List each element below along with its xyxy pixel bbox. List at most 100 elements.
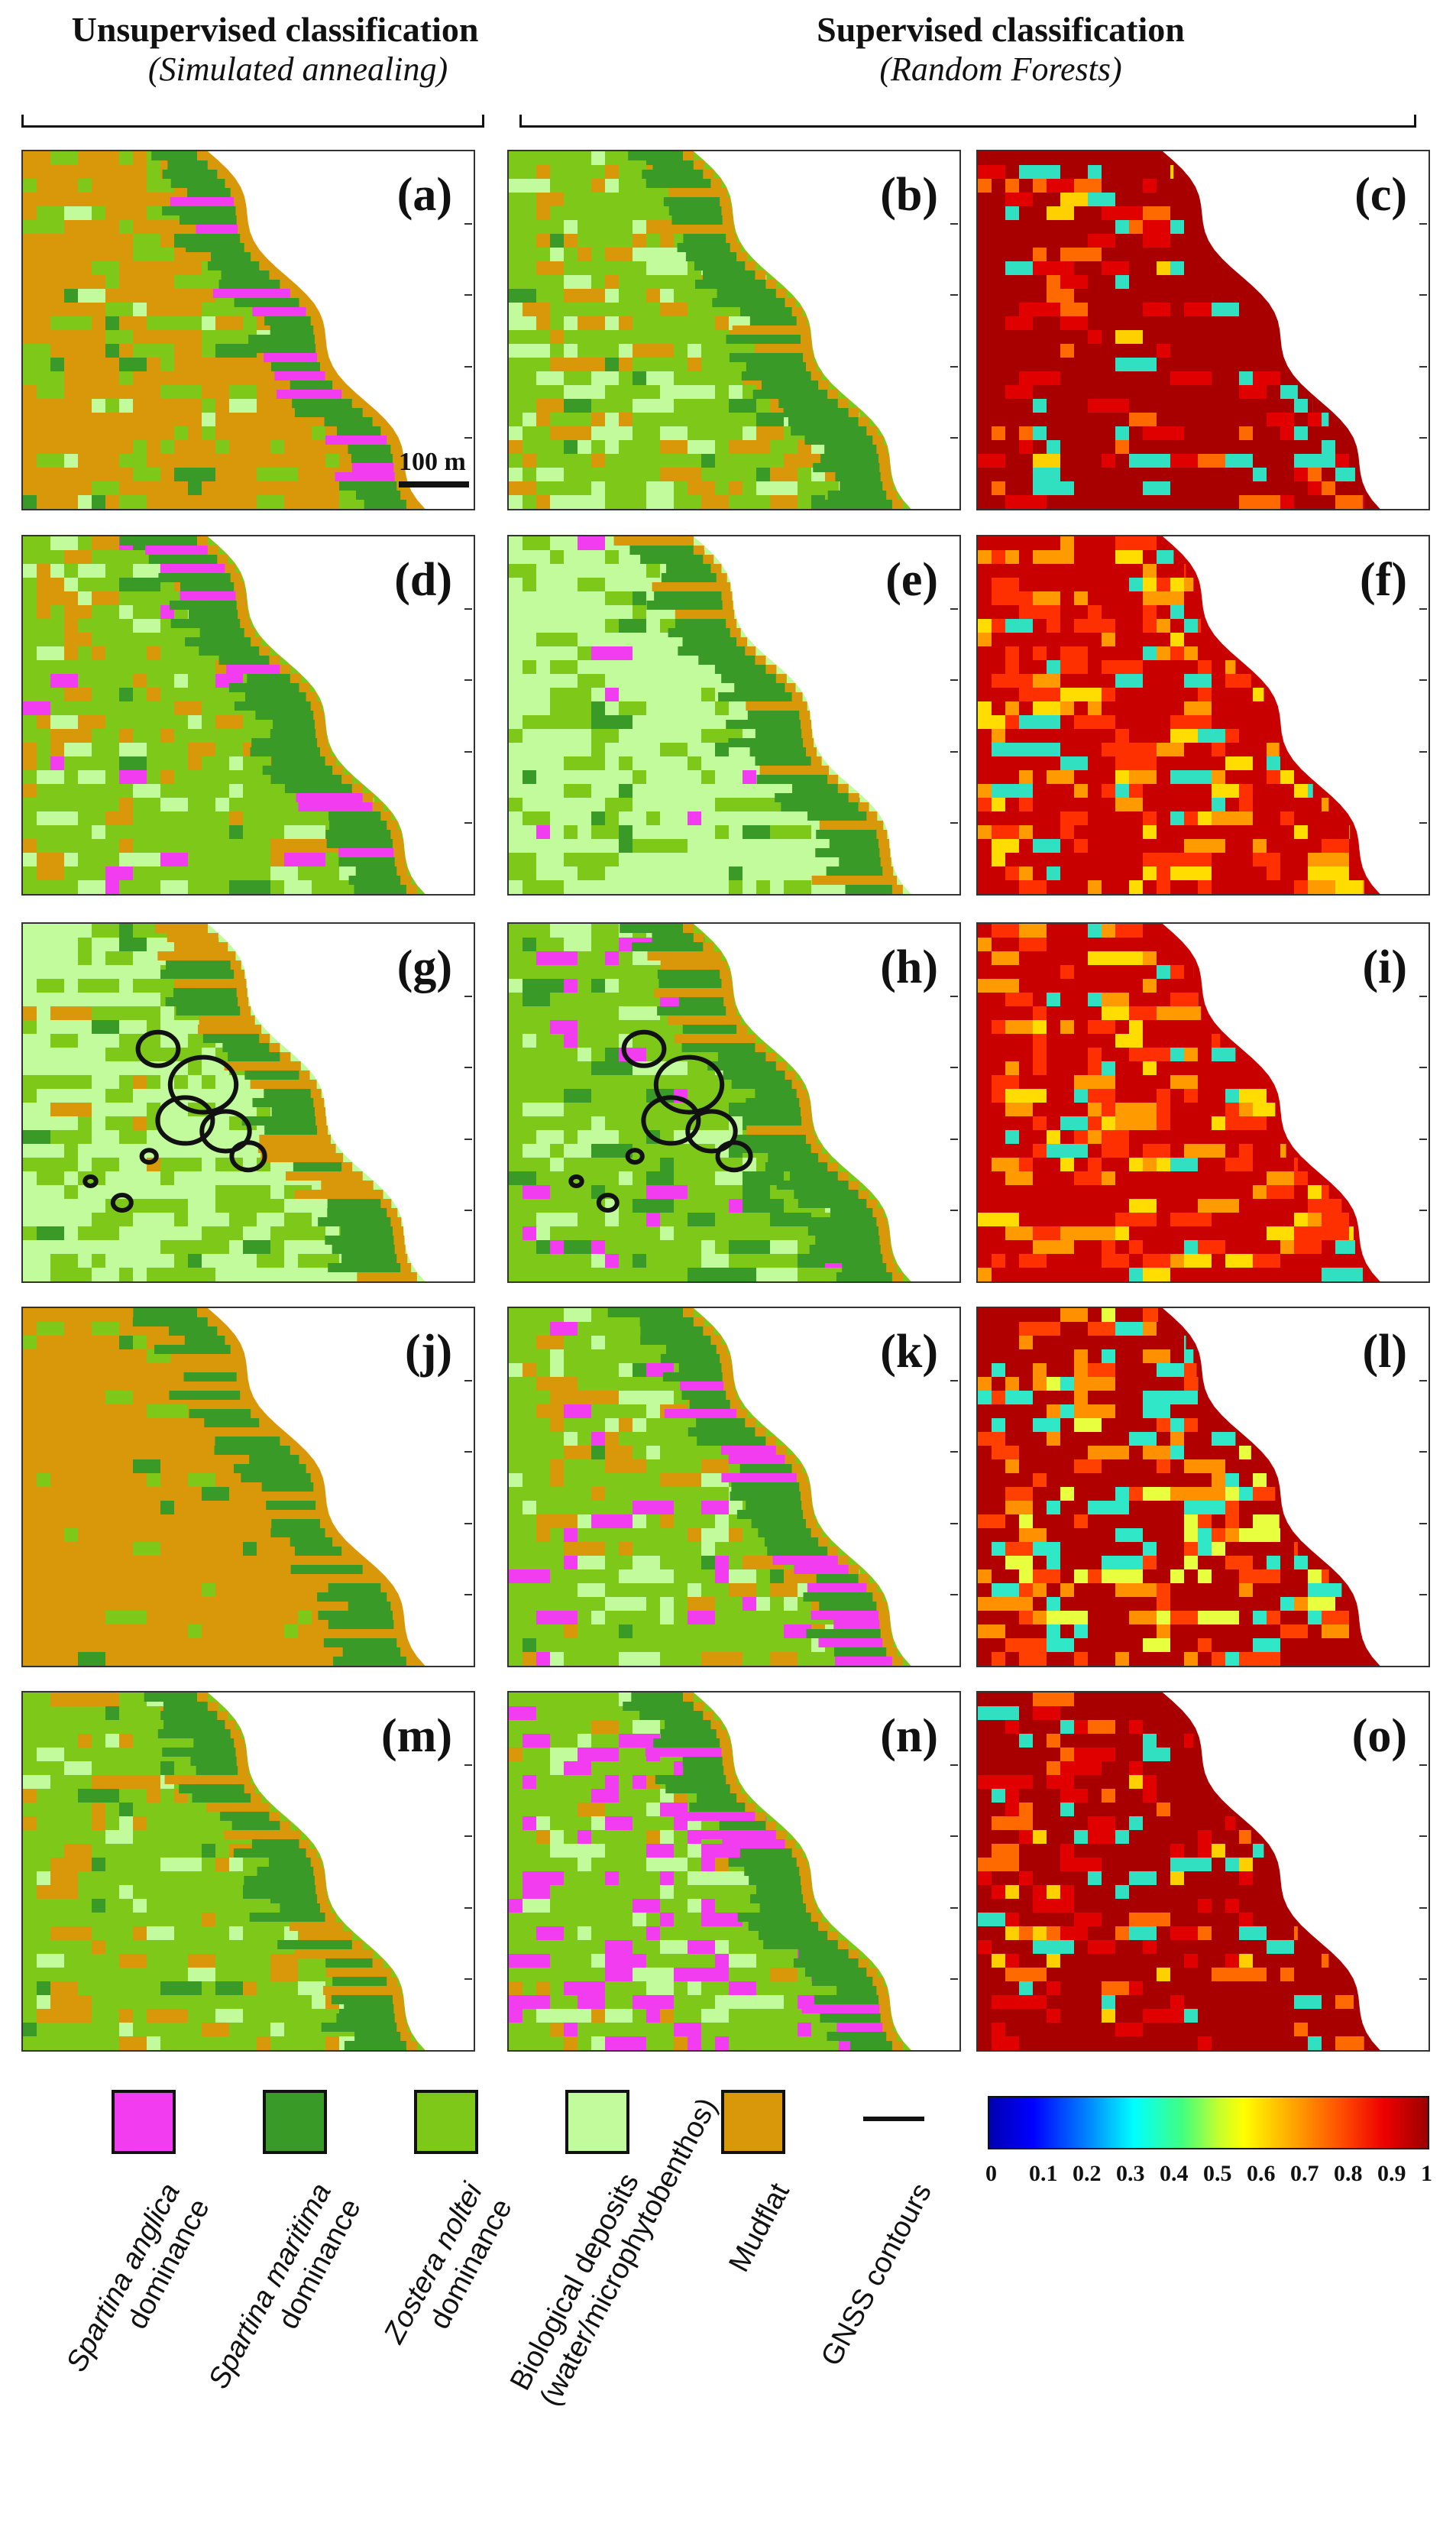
axis-tick — [1419, 365, 1427, 368]
water-area — [1163, 536, 1428, 894]
gnss-contour — [139, 1148, 159, 1165]
panel-label: (c) — [1354, 169, 1407, 221]
map-panel-m: (m) — [21, 1691, 475, 2052]
water-area — [208, 151, 474, 509]
colorbar-tick: 0.6 — [1247, 2161, 1276, 2186]
axis-tick — [464, 822, 472, 824]
axis-tick — [464, 365, 472, 368]
axis-tick — [1419, 1522, 1427, 1524]
map-panel-i: (i) — [976, 922, 1430, 1283]
water-area — [1163, 1692, 1428, 2050]
axis-tick — [950, 679, 958, 682]
map-raster — [23, 1692, 474, 2050]
gnss-contour — [155, 1095, 215, 1146]
map-raster — [23, 1308, 474, 1666]
water-area — [694, 151, 959, 509]
unsupervised-subtitle: (Simulated annealing) — [147, 50, 448, 88]
axis-tick — [464, 1906, 472, 1909]
gnss-contour — [568, 1174, 584, 1188]
map-raster — [23, 151, 474, 509]
map-raster — [509, 536, 959, 894]
panel-label: (m) — [381, 1710, 452, 1762]
colorbar-tick: 0.4 — [1160, 2161, 1189, 2186]
axis-tick — [950, 995, 958, 997]
axis-tick — [464, 1138, 472, 1140]
panel-label: (n) — [880, 1710, 938, 1762]
axis-tick — [950, 365, 958, 368]
panel-label: (e) — [885, 554, 938, 606]
water-area — [208, 924, 474, 1281]
gnss-contour — [83, 1174, 99, 1188]
water-area — [1163, 1308, 1428, 1666]
map-raster — [23, 536, 474, 894]
axis-tick — [1419, 1906, 1427, 1909]
map-panel-l: (l) — [976, 1307, 1430, 1667]
axis-tick — [464, 1379, 472, 1382]
axis-tick — [950, 1906, 958, 1909]
axis-tick — [1419, 1978, 1427, 1981]
axis-tick — [464, 607, 472, 610]
supervised-subtitle: (Random Forests) — [879, 50, 1122, 88]
map-raster — [978, 1692, 1428, 2050]
map-raster — [978, 924, 1428, 1281]
colorbar-tick: 0.7 — [1290, 2161, 1319, 2186]
panel-label: (i) — [1362, 941, 1407, 993]
axis-tick — [1419, 1067, 1427, 1069]
colorbar-tick: 1 — [1421, 2161, 1432, 2186]
gnss-contour — [621, 1029, 667, 1068]
legend-label-line1: Mudflat — [723, 2178, 796, 2278]
axis-tick — [950, 1379, 958, 1382]
gnss-contour — [135, 1029, 181, 1068]
map-panel-c: (c) — [976, 150, 1430, 510]
map-panel-h: (h) — [507, 922, 961, 1283]
map-panel-f: (f) — [976, 535, 1430, 896]
axis-tick — [950, 437, 958, 439]
axis-tick — [950, 294, 958, 296]
water-area — [694, 1308, 959, 1666]
legend-label: Mudflat — [659, 2178, 797, 2396]
axis-tick — [950, 607, 958, 610]
unsupervised-bracket — [21, 115, 484, 128]
panel-label: (j) — [405, 1326, 452, 1378]
axis-tick — [950, 1594, 958, 1596]
colorbar-tick: 0.2 — [1073, 2161, 1102, 2186]
water-area — [694, 924, 959, 1281]
axis-tick — [464, 1067, 472, 1069]
legend-label-line1: GNSS contours — [814, 2178, 938, 2372]
axis-tick — [950, 1522, 958, 1524]
map-panel-n: (n) — [507, 1691, 961, 2052]
axis-tick — [1419, 1379, 1427, 1382]
water-area — [694, 1692, 959, 2050]
axis-tick — [1419, 679, 1427, 682]
axis-tick — [1419, 222, 1427, 225]
axis-tick — [464, 1764, 472, 1766]
panel-label: (k) — [880, 1326, 938, 1378]
gnss-contour — [625, 1148, 645, 1165]
panel-label: (l) — [1362, 1326, 1407, 1378]
axis-tick — [464, 1594, 472, 1596]
panel-label: (h) — [880, 941, 938, 993]
axis-tick — [464, 1210, 472, 1212]
panel-label: (o) — [1351, 1710, 1407, 1762]
colorbar-tick: 0.5 — [1203, 2161, 1232, 2186]
axis-tick — [1419, 1451, 1427, 1453]
legend-label: GNSS contours — [801, 2178, 939, 2396]
map-raster — [509, 1692, 959, 2050]
axis-tick — [464, 222, 472, 225]
map-panel-k: (k) — [507, 1307, 961, 1667]
gnss-contour — [653, 1054, 725, 1115]
axis-tick — [1419, 995, 1427, 997]
colorbar-tick: 0 — [985, 2161, 997, 2186]
gnss-contour — [715, 1140, 753, 1173]
supervised-title: Supervised classification — [817, 10, 1185, 49]
gnss-contours-swatch — [863, 2117, 924, 2121]
map-raster — [509, 151, 959, 509]
axis-tick — [464, 294, 472, 296]
map-raster — [509, 924, 959, 1281]
map-panel-e: (e) — [507, 535, 961, 896]
axis-tick — [950, 1835, 958, 1838]
legend-swatch — [565, 2090, 629, 2154]
axis-tick — [1419, 822, 1427, 824]
axis-tick — [1419, 1764, 1427, 1766]
axis-tick — [950, 1764, 958, 1766]
